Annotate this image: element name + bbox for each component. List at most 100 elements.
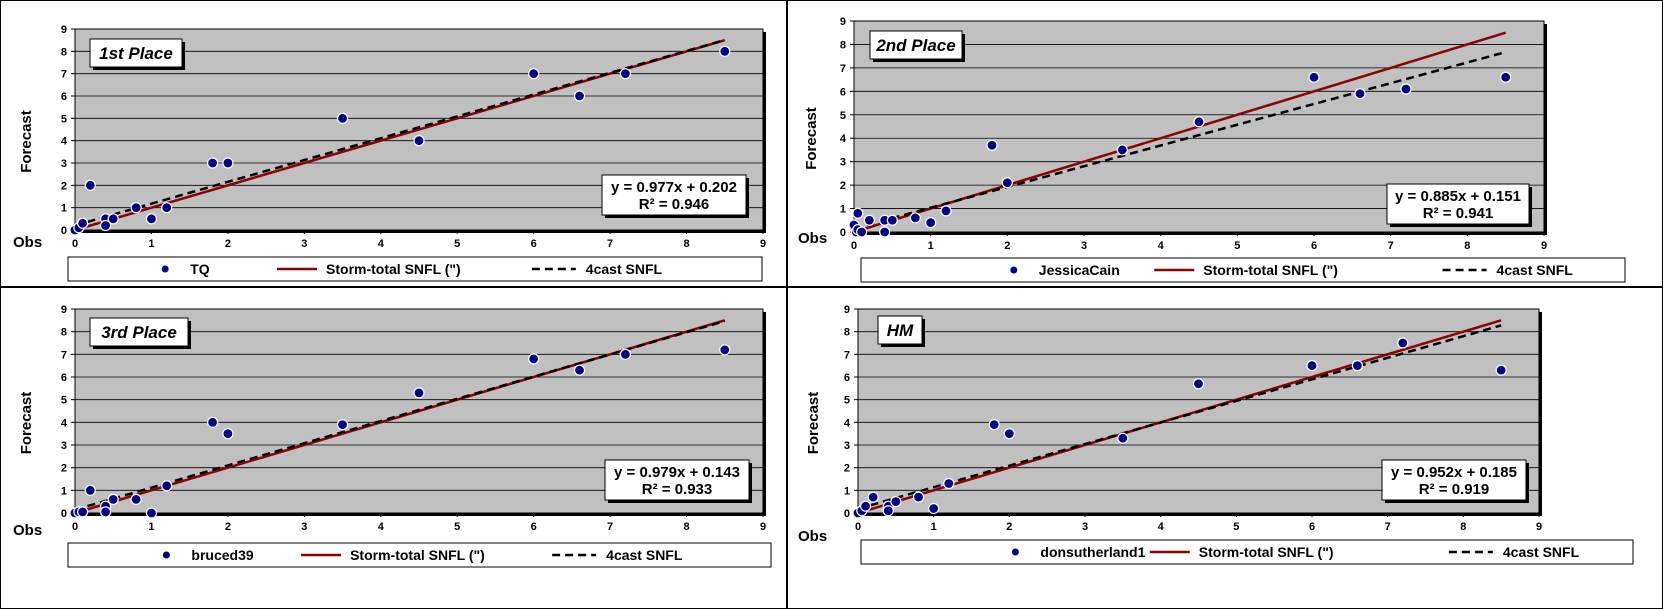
place-label-box xyxy=(877,315,923,345)
y-tick-label: 3 xyxy=(61,440,67,452)
y-tick-label: 4 xyxy=(840,133,847,145)
y-tick-label: 9 xyxy=(844,304,850,316)
y-tick-label: 4 xyxy=(61,136,68,148)
y-tick-label: 2 xyxy=(61,180,67,192)
data-point xyxy=(413,135,425,147)
x-tick-label: 0 xyxy=(855,521,861,533)
data-point xyxy=(99,219,112,232)
x-tick-label: 0 xyxy=(72,238,78,250)
data-point xyxy=(863,214,875,226)
legend-label: Storm-total SNFL (") xyxy=(350,547,485,563)
x-tick-label: 6 xyxy=(531,521,537,533)
x-tick-label: 3 xyxy=(301,521,307,533)
legend-box xyxy=(860,257,1626,283)
r-squared: R² = 0.933 xyxy=(642,481,712,498)
x-axis-title: Obs xyxy=(13,522,42,539)
data-point xyxy=(207,416,219,428)
y-tick-label: 6 xyxy=(840,86,846,98)
scatter-chart-4: 0 1 2 3 4 5 6 7 8 9 0 1 2 3 4 5 6 7 8 9 Forecast Obs HM y = 0.9… xyxy=(798,304,1634,565)
y-tick-label: 2 xyxy=(844,463,850,475)
place-label-box xyxy=(89,38,183,68)
data-point xyxy=(84,484,96,496)
scatter-chart-3: 0 1 2 3 4 5 6 7 8 9 0 1 2 3 4 5 6 7 8 9 Forecast Obs 3rd Place… xyxy=(13,304,772,568)
y-tick-label: 7 xyxy=(61,349,67,361)
data-point xyxy=(1001,177,1013,189)
legend-marker-points xyxy=(1011,548,1019,556)
x-tick-label: 8 xyxy=(683,521,689,533)
legend-label: 4cast SNFL xyxy=(1497,262,1574,278)
scatter-chart-1: 0 1 2 3 4 5 6 7 8 9 0 1 2 3 4 5 6 7 8 9 Forecast Obs 1st Place… xyxy=(13,24,766,282)
data-point xyxy=(107,493,119,505)
y-tick-label: 0 xyxy=(61,508,67,520)
y-tick-label: 7 xyxy=(844,349,850,361)
y-tick-label: 6 xyxy=(61,91,67,103)
legend-box xyxy=(860,539,1634,565)
data-point xyxy=(336,419,349,431)
y-tick-label: 3 xyxy=(844,440,850,452)
data-point xyxy=(1003,428,1015,440)
data-point xyxy=(336,112,349,124)
x-tick-label: 4 xyxy=(378,238,385,250)
x-axis-title: Obs xyxy=(798,230,827,247)
y-tick-label: 6 xyxy=(61,372,67,384)
place-label: 1st Place xyxy=(99,44,173,63)
forecast-trend-line xyxy=(74,38,726,227)
data-point xyxy=(107,213,119,225)
y-tick-label: 3 xyxy=(840,157,846,169)
legend-label: Storm-total SNFL (") xyxy=(326,261,461,277)
data-point xyxy=(413,387,425,399)
data-point xyxy=(928,502,940,515)
legend-label: 4cast SNFL xyxy=(586,261,663,277)
x-tick-label: 8 xyxy=(1460,521,1466,533)
legend-label: 4cast SNFL xyxy=(606,547,683,563)
data-point xyxy=(528,68,540,80)
forecast-trend-line xyxy=(853,50,1506,230)
storm-total-line xyxy=(853,31,1507,234)
x-tick-label: 2 xyxy=(225,238,231,250)
place-label: HM xyxy=(887,321,914,340)
y-tick-label: 8 xyxy=(61,46,67,58)
r-squared: R² = 0.941 xyxy=(1423,205,1493,222)
y-tick-label: 9 xyxy=(840,16,846,28)
y-tick-label: 0 xyxy=(844,508,850,520)
data-point xyxy=(988,419,1000,431)
forecast-trend-line xyxy=(74,319,726,511)
x-tick-label: 2 xyxy=(225,521,231,533)
x-tick-label: 9 xyxy=(1536,521,1542,533)
data-point xyxy=(1193,116,1205,128)
data-point xyxy=(1397,337,1409,349)
data-point xyxy=(130,202,142,214)
equation-box xyxy=(1381,459,1527,501)
y-tick-label: 6 xyxy=(844,372,850,384)
data-point xyxy=(1495,364,1507,376)
x-axis-title: Obs xyxy=(798,528,827,545)
x-tick-label: 9 xyxy=(760,521,766,533)
x-tick-label: 5 xyxy=(454,238,460,250)
data-point xyxy=(882,505,894,517)
chart-panel-3rd-place: 0 1 2 3 4 5 6 7 8 9 0 1 2 3 4 5 6 7 8 9 Forecast Obs 3rd Place… xyxy=(0,287,787,609)
data-point xyxy=(890,496,902,508)
equation-box xyxy=(604,459,750,501)
data-point xyxy=(619,348,632,360)
x-tick-label: 9 xyxy=(760,238,766,250)
x-tick-label: 3 xyxy=(1081,240,1087,252)
data-point xyxy=(222,428,234,440)
regression-equation: y = 0.952x + 0.185 xyxy=(1391,464,1517,481)
data-point xyxy=(912,491,925,503)
x-tick-label: 9 xyxy=(1541,240,1547,252)
x-tick-label: 2 xyxy=(1004,240,1010,252)
x-tick-label: 6 xyxy=(531,238,537,250)
data-point xyxy=(130,493,142,505)
x-tick-label: 5 xyxy=(454,521,460,533)
data-point xyxy=(1354,88,1366,100)
place-label-box xyxy=(89,317,189,347)
data-point xyxy=(719,45,731,57)
y-tick-label: 9 xyxy=(61,24,67,36)
x-tick-label: 4 xyxy=(1158,521,1165,533)
y-tick-label: 1 xyxy=(844,485,850,497)
data-point xyxy=(77,217,89,229)
place-label: 2nd Place xyxy=(875,36,955,55)
x-tick-label: 7 xyxy=(1388,240,1394,252)
data-point xyxy=(145,213,158,225)
y-tick-label: 4 xyxy=(844,417,851,429)
